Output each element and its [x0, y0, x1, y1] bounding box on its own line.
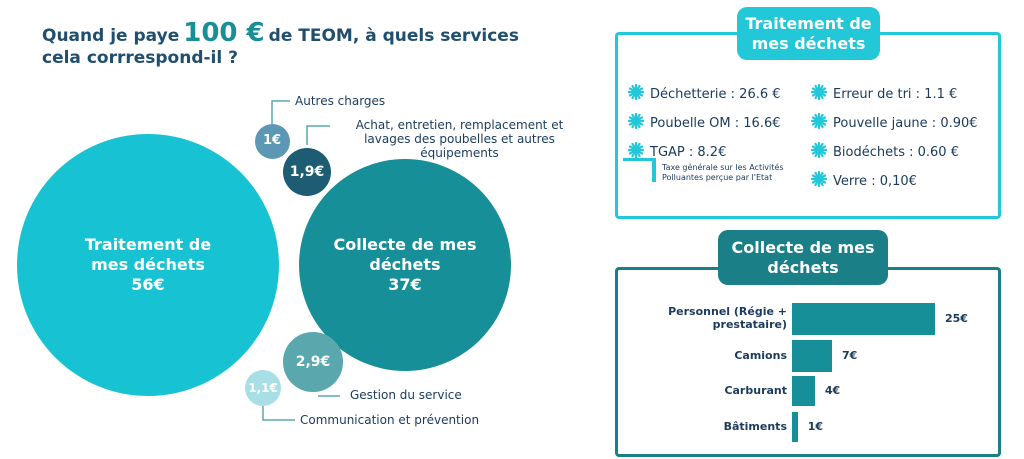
list-item: TGAP : 8.2€ — [627, 141, 727, 162]
leader — [306, 125, 330, 145]
icon — [627, 112, 645, 133]
treatment-title: Traitement de mes déchets — [737, 7, 880, 60]
bar — [792, 340, 833, 372]
amount: 100 € — [183, 18, 265, 48]
bar-value: 7€ — [842, 349, 858, 362]
title: Quand je paye 100 € de TEOM, à quels servi… — [42, 20, 519, 69]
leader — [262, 406, 295, 421]
bar-label: Carburant — [724, 384, 787, 397]
bubble: Collecte de mes déchets 37€ — [298, 158, 512, 372]
list-item: Biodéchets : 0.60 € — [810, 141, 959, 162]
bubble: Traitement de mes déchets 56€ — [17, 134, 279, 396]
list-item: Poubelle OM : 16.6€ — [627, 112, 781, 133]
list-item: Erreur de tri : 1.1 € — [810, 83, 958, 104]
item-text: Erreur de tri : 1.1 € — [833, 86, 958, 102]
icon — [810, 141, 828, 162]
list-item: Déchetterie : 26.6 € — [627, 83, 781, 104]
bar-title: Collecte de mes déchets — [718, 230, 888, 285]
bubble: 1,9€ — [282, 147, 332, 197]
bubble-label: Communication et prévention — [300, 413, 480, 427]
bubble-label: Gestion du service — [350, 388, 462, 402]
item-text: Pouvelle jaune : 0.90€ — [833, 115, 978, 131]
value-label: 1€ — [262, 133, 282, 148]
item-text: TGAP : 8.2€ — [650, 144, 727, 160]
value-label: 2,9€ — [295, 353, 331, 370]
bubble: 1€ — [254, 123, 290, 159]
bubble-label: Traitement de mes déchets — [84, 234, 212, 274]
title-text: de TEOM, à quels services — [268, 26, 519, 46]
item-text: Déchetterie : 26.6 € — [650, 86, 781, 102]
title-text: cela corrrespond-il ? — [42, 48, 238, 68]
note-bracket — [623, 158, 656, 161]
leader — [271, 100, 290, 124]
list-item: Pouvelle jaune : 0.90€ — [810, 112, 978, 133]
bubble-label: Autres charges — [295, 94, 386, 108]
bar-value: 4€ — [824, 384, 841, 397]
icon — [627, 141, 645, 162]
note: Taxe générale sur les Activités Polluant… — [662, 163, 784, 182]
bubble-label: Collecte de mes déchets — [333, 234, 477, 274]
bar-label: Personnel (Régie + prestataire) — [668, 305, 787, 331]
bar-label: Bâtiments — [723, 420, 787, 433]
value-label: 37€ — [388, 274, 422, 294]
item-text: Biodéchets : 0.60 € — [833, 144, 959, 160]
icon — [627, 83, 645, 104]
bar-label: Camions — [734, 349, 787, 362]
title-text: Quand je paye — [42, 26, 180, 46]
value-label: 56€ — [131, 274, 165, 294]
bar-value: 25€ — [945, 312, 968, 325]
value-label: 1,1€ — [248, 380, 278, 395]
icon — [810, 170, 828, 191]
bar-value: 1€ — [807, 420, 824, 433]
bubble-label: Achat, entretien, remplacement et lavage… — [355, 118, 564, 160]
bar — [792, 412, 798, 442]
list-item: Verre : 0,10€ — [810, 170, 917, 191]
bubble: 1,1€ — [244, 369, 282, 407]
icon — [810, 83, 828, 104]
value-label: 1,9€ — [289, 163, 325, 180]
item-text: Poubelle OM : 16.6€ — [650, 115, 781, 131]
note-bracket — [652, 160, 656, 182]
item-text: Verre : 0,10€ — [833, 173, 917, 189]
bar — [792, 376, 815, 406]
bubble: 2,9€ — [283, 332, 343, 392]
bar — [792, 303, 935, 335]
icon — [810, 112, 828, 133]
